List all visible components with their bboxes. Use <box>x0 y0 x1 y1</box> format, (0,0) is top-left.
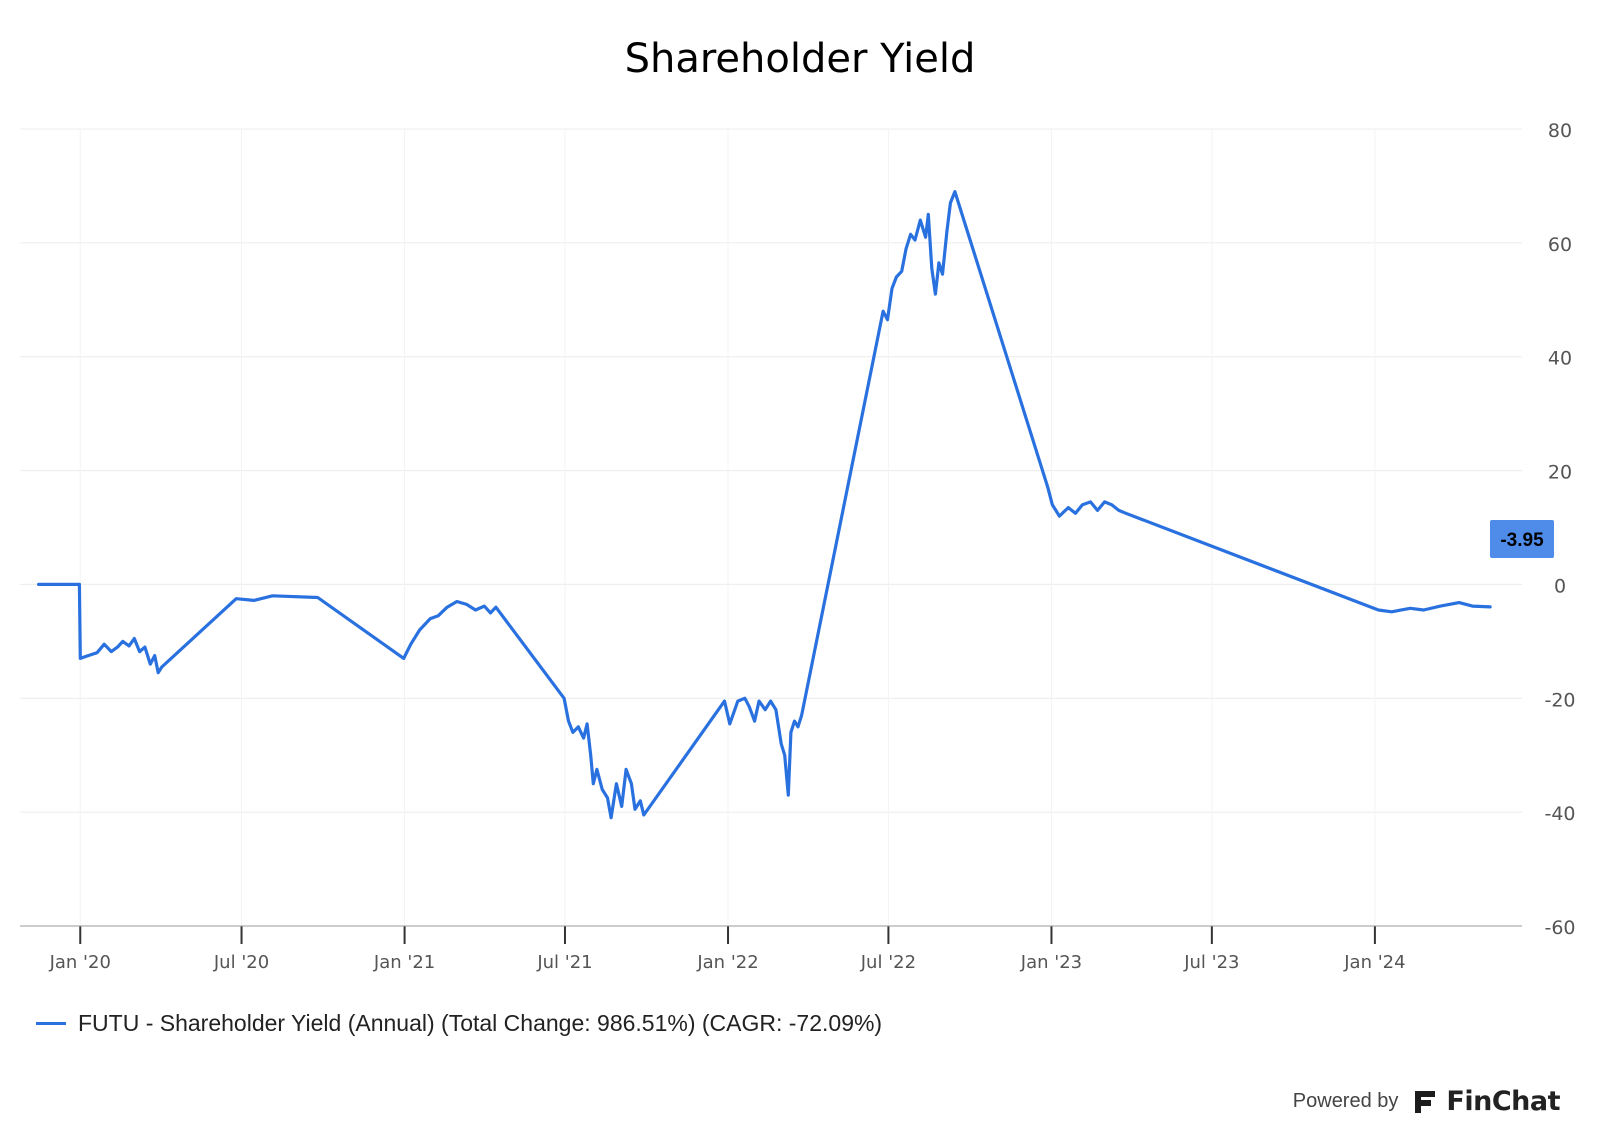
finchat-logo-icon <box>1415 1090 1436 1113</box>
y-tick-label: 40 <box>1548 348 1572 370</box>
y-tick-label: 20 <box>1548 462 1572 484</box>
gridlines <box>20 128 1522 926</box>
y-tick-label: -40 <box>1544 803 1575 825</box>
legend-swatch <box>36 1022 66 1025</box>
y-tick-label: -20 <box>1544 689 1575 711</box>
axes: 80 60 40 20 0 -20 -40 -60 Jan '20 Jul '20 Jan '21 J… <box>20 120 1576 973</box>
legend-label: FUTU - Shareholder Yield (Annual) (Total… <box>78 1010 883 1036</box>
x-tick-label: Jan '24 <box>1343 952 1405 973</box>
y-tick-label: 0 <box>1554 575 1566 597</box>
brand-name: FinChat <box>1446 1086 1560 1117</box>
last-value-badge <box>1490 520 1554 558</box>
x-tick-label: Jul '22 <box>860 952 916 973</box>
chart-title: Shareholder Yield <box>624 36 976 82</box>
x-tick-label: Jul '23 <box>1183 952 1239 973</box>
series-line <box>37 190 1492 820</box>
y-tick-label: 80 <box>1548 120 1572 142</box>
x-tick-label: Jan '20 <box>49 952 111 973</box>
x-tick-label: Jul '21 <box>536 952 592 973</box>
x-tick-label: Jan '21 <box>373 952 435 973</box>
y-tick-label: 60 <box>1548 234 1572 256</box>
x-tick-label: Jan '22 <box>696 952 758 973</box>
powered-by[interactable]: Powered by FinChat <box>1292 1086 1561 1117</box>
y-tick-label: -60 <box>1544 917 1575 939</box>
x-tick-label: Jul '20 <box>213 952 269 973</box>
series-layer <box>37 190 1492 820</box>
legend[interactable]: FUTU - Shareholder Yield (Annual) (Total… <box>36 1010 882 1037</box>
last-value-label: -3.95 <box>1500 530 1544 551</box>
x-tick-label: Jan '23 <box>1020 952 1082 973</box>
powered-by-label: Powered by <box>1292 1090 1399 1112</box>
last-value-badge-layer: -3.95 <box>1490 520 1554 558</box>
